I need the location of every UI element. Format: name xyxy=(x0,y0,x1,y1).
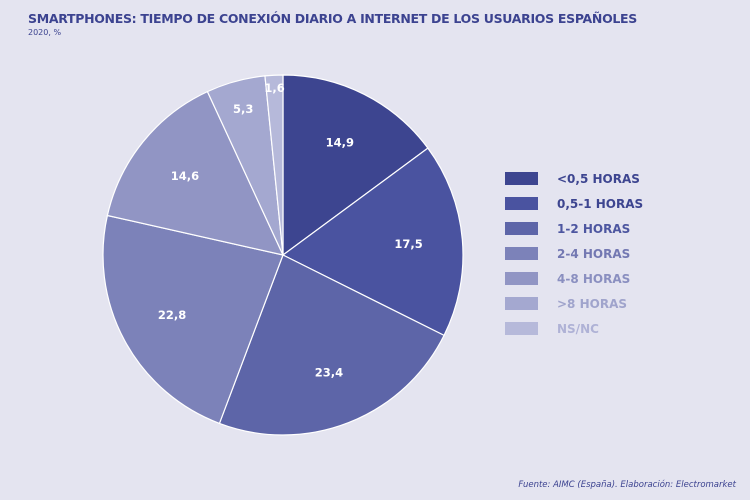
legend-swatch xyxy=(505,247,538,260)
data-label: 14,9 xyxy=(326,136,354,150)
legend-label: 2-4 HORAS xyxy=(557,246,631,261)
pie-slice xyxy=(281,147,464,337)
pie-slice xyxy=(218,254,445,436)
legend-item: 1-2 HORAS xyxy=(505,216,643,241)
legend-swatch xyxy=(505,297,538,310)
data-label: 17,5 xyxy=(394,237,422,251)
legend-swatch xyxy=(505,272,538,285)
legend-swatch xyxy=(505,197,538,210)
legend-item: 2-4 HORAS xyxy=(505,241,643,266)
data-label: 1,6 xyxy=(264,81,284,95)
pie-slice xyxy=(264,74,284,256)
legend-swatch xyxy=(505,172,538,185)
legend-label: 4-8 HORAS xyxy=(557,271,631,286)
legend-item: 0,5-1 HORAS xyxy=(505,191,643,216)
chart-subtitle: 2020, % xyxy=(28,28,62,37)
legend-label: 1-2 HORAS xyxy=(557,221,631,236)
legend-item: NS/NC xyxy=(505,316,643,341)
legend-item: >8 HORAS xyxy=(505,291,643,316)
pie-slice xyxy=(106,90,285,256)
source-note: Fuente: AIMC (España). Elaboración: Elec… xyxy=(518,480,736,490)
legend-label: 0,5-1 HORAS xyxy=(557,196,644,211)
legend-label: <0,5 HORAS xyxy=(557,171,640,186)
legend-swatch xyxy=(505,222,538,235)
legend: <0,5 HORAS 0,5-1 HORAS 1-2 HORAS 2-4 HORAS 4… xyxy=(505,166,643,341)
data-label: 14,6 xyxy=(171,169,199,183)
legend-label: >8 HORAS xyxy=(557,296,627,311)
legend-swatch xyxy=(505,322,538,335)
pie-slice xyxy=(282,74,429,257)
data-label: 5,3 xyxy=(233,102,253,116)
data-label: 22,8 xyxy=(158,308,186,322)
legend-item: <0,5 HORAS xyxy=(505,166,643,191)
data-label: 23,4 xyxy=(315,365,343,379)
legend-item: 4-8 HORAS xyxy=(505,266,643,291)
legend-label: NS/NC xyxy=(557,321,599,336)
chart-title: SMARTPHONES: TIEMPO DE CONEXIÓN DIARIO A… xyxy=(28,11,638,26)
pie-slice xyxy=(102,214,284,425)
